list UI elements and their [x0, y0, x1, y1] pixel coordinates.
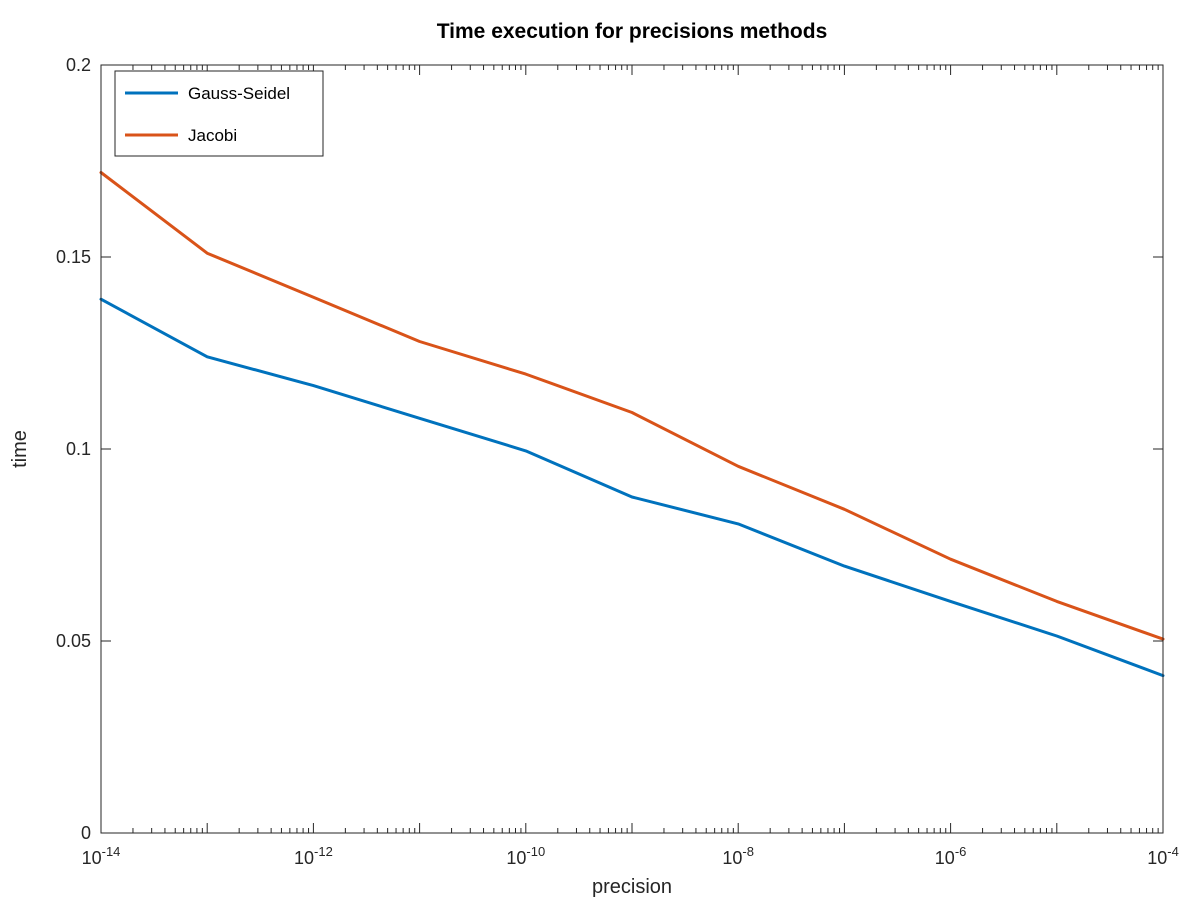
legend-box [114, 70, 324, 157]
x-tick-label: 10-12 [294, 844, 333, 868]
x-tick-label: 10-8 [722, 844, 754, 868]
series-lines [99, 171, 1165, 678]
x-tick-label: 10-14 [82, 844, 121, 868]
x-tick-label: 10-10 [506, 844, 545, 868]
series-line-0 [99, 297, 1165, 678]
legend: Gauss-Seidel Jacobi [114, 70, 324, 157]
y-tick-label: 0.05 [56, 631, 91, 651]
y-tick-labels: 0 0.05 0.1 0.15 0.2 [56, 55, 91, 843]
minor-ticks [132, 65, 1159, 833]
series-line-1 [99, 171, 1165, 641]
legend-label-0: Gauss-Seidel [188, 84, 290, 103]
x-axis-label: precision [592, 876, 672, 898]
chart-title: Time execution for precisions methods [437, 20, 828, 43]
plot-frame [100, 64, 1164, 834]
y-tick-label: 0.2 [66, 55, 91, 75]
plot-area [101, 65, 1163, 833]
x-tick-label: 10-6 [935, 844, 967, 868]
x-tick-label: 10-4 [1147, 844, 1179, 868]
legend-label-1: Jacobi [188, 126, 237, 145]
y-tick-label: 0.15 [56, 247, 91, 267]
x-tick-labels: 10-14 10-12 10-10 10-8 10-6 10-4 [82, 844, 1179, 868]
y-tick-label: 0.1 [66, 439, 91, 459]
y-tick-label: 0 [81, 823, 91, 843]
y-axis-label: time [9, 430, 31, 468]
